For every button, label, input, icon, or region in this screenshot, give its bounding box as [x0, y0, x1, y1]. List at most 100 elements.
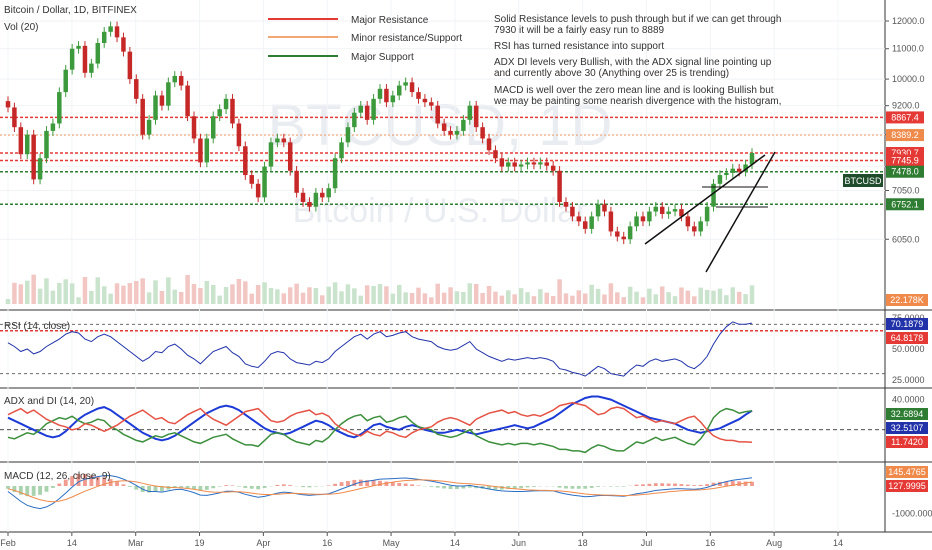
volume-bar	[473, 284, 479, 304]
candle-body	[236, 123, 242, 147]
candle-body	[429, 102, 434, 106]
price-tag	[886, 129, 924, 142]
candle-body	[506, 162, 511, 167]
volume-bar	[595, 288, 601, 304]
volume-bar	[409, 293, 415, 304]
volume-bar	[403, 292, 408, 304]
indicator-tag	[886, 480, 928, 492]
volume-bar	[550, 296, 556, 304]
candle-body	[435, 105, 440, 124]
x-tick-label: Mar	[128, 538, 144, 548]
candle-body	[281, 138, 287, 143]
candle-body	[480, 127, 485, 139]
candle-body	[140, 98, 145, 135]
indicator-tag-text: 64.8178	[891, 333, 924, 343]
x-tick-label: 16	[705, 538, 715, 548]
candle-body	[172, 75, 178, 83]
candle-body	[467, 105, 473, 120]
candle-body	[634, 216, 639, 227]
x-tick-label: 14	[833, 538, 843, 548]
price-tag-text: 8867.4	[891, 112, 919, 122]
volume-bar	[236, 279, 242, 304]
watermark-description: Bitcoin / U.S. Dollar	[293, 192, 588, 230]
candle-body	[704, 206, 710, 222]
volume-bar	[525, 292, 530, 304]
macd-title: MACD (12, 26, close, 9)	[4, 471, 111, 482]
candle-body	[37, 158, 43, 180]
volume-bar	[223, 287, 229, 304]
candle-body	[371, 98, 376, 120]
note-line: we may be painting some nearish divergen…	[493, 96, 781, 107]
candle-body	[44, 130, 49, 159]
y-tick-label: 9200.0	[892, 101, 920, 111]
volume-bar	[467, 283, 473, 304]
candle-body	[531, 162, 537, 165]
volume-bar	[127, 283, 133, 304]
candle-body	[692, 226, 697, 232]
volume-bar	[114, 283, 120, 304]
volume-bar	[627, 286, 633, 304]
volume-bar	[441, 292, 447, 304]
note-line: ADX DI levels very Bullish, with the ADX…	[494, 57, 772, 68]
volume-bar	[538, 289, 543, 304]
candle-body	[307, 202, 312, 207]
candle-body	[486, 138, 492, 151]
indicator-tag-text: 127.9995	[888, 481, 926, 491]
adx-pane	[0, 395, 885, 454]
upper-trendline	[644, 154, 766, 245]
candle-body	[345, 127, 351, 143]
volume-bar	[736, 291, 742, 304]
volume-bar	[749, 285, 755, 304]
candle-body	[24, 134, 30, 155]
horizontal-levels	[0, 116, 885, 206]
volume-bar	[461, 292, 466, 304]
candle-body	[563, 202, 569, 207]
price-tag-text: 7930.7	[891, 148, 919, 158]
candle-body	[416, 92, 421, 99]
candle-body	[50, 123, 56, 131]
candle-body	[672, 209, 678, 212]
candle-body	[249, 175, 254, 184]
indicator-tag-text: 70.1879	[891, 319, 924, 329]
candle-body	[243, 146, 248, 176]
volume-bar	[12, 282, 17, 304]
candle-body	[608, 211, 614, 232]
candle-body	[69, 48, 75, 70]
volume-bar	[480, 293, 485, 304]
volume-bar	[37, 288, 43, 304]
y-tick-label: 11000.0	[892, 44, 924, 54]
volume-bar	[198, 288, 203, 304]
volume-bar	[711, 290, 716, 304]
y-tick-label: -1000.0000	[892, 509, 932, 519]
volume-bar	[320, 295, 325, 304]
price-tag	[886, 198, 924, 211]
volume-bar	[255, 285, 261, 304]
candle-body	[403, 82, 408, 86]
y-tick-label: 50.0000	[892, 344, 925, 354]
candle-body	[544, 162, 550, 166]
volume-bar	[499, 295, 505, 304]
price-tag-text: 7478.0	[891, 167, 919, 177]
candle-body	[461, 119, 466, 131]
volume-bar	[50, 290, 56, 304]
volume-bar	[121, 285, 126, 304]
volume-bar	[422, 293, 428, 304]
candle-body	[5, 101, 11, 108]
candle-body	[332, 158, 338, 189]
volume-bar	[57, 283, 62, 304]
candle-body	[493, 150, 498, 159]
volume-bar	[243, 281, 248, 304]
volume-bar	[5, 299, 11, 304]
note-line: 7930 it will be a fairly easy run to 888…	[494, 25, 665, 36]
candle-body	[191, 116, 197, 139]
x-tick-label: 18	[578, 538, 588, 548]
candle-body	[255, 183, 261, 198]
candle-body	[146, 119, 152, 135]
volume-bar	[18, 284, 24, 304]
volume-bar	[166, 277, 171, 304]
plot-area	[0, 0, 885, 525]
candle-body	[724, 172, 729, 176]
volume-bar	[518, 288, 524, 304]
macd-line	[7, 479, 753, 503]
grid	[0, 0, 885, 532]
